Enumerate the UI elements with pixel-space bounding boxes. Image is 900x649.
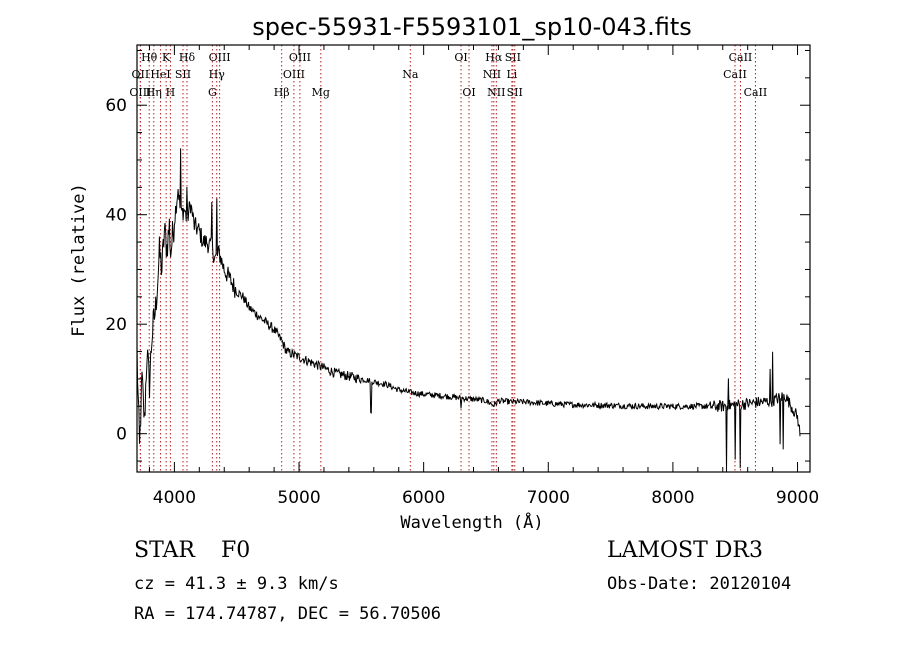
survey-name: LAMOST DR3 bbox=[607, 538, 763, 563]
line-label-25: CaII bbox=[729, 51, 753, 64]
x-axis: 4000 5000 6000 7000 8000 9000 bbox=[148, 45, 819, 508]
line-label-27: CaII bbox=[744, 86, 768, 99]
line-label-9: OIII bbox=[209, 51, 231, 64]
object-class: STAR bbox=[134, 538, 195, 563]
line-label-11: G bbox=[208, 86, 217, 99]
object-classification: STAR F0 bbox=[134, 538, 250, 563]
line-label-2: OIII bbox=[129, 86, 151, 99]
line-label-14: Hβ bbox=[274, 86, 290, 99]
spectrum-series bbox=[136, 148, 801, 473]
line-label-7: H bbox=[166, 86, 176, 99]
line-label-12: OIII bbox=[289, 51, 311, 64]
object-subclass: F0 bbox=[221, 538, 251, 563]
x-tick-label: 9000 bbox=[776, 488, 819, 508]
line-label-17: OI bbox=[454, 51, 467, 64]
x-tick-label: 7000 bbox=[527, 488, 570, 508]
line-label-22: Li bbox=[506, 68, 517, 81]
spectrum-line bbox=[136, 148, 801, 473]
line-label-19: Hα bbox=[485, 51, 503, 64]
x-axis-label: Wavelength (Å) bbox=[400, 511, 543, 533]
x-tick-label: 4000 bbox=[153, 488, 196, 508]
line-label-5: Hη bbox=[146, 86, 162, 99]
y-axis: 0 20 40 60 bbox=[105, 49, 810, 462]
x-tick-label: 6000 bbox=[402, 488, 445, 508]
line-label-13: OIII bbox=[283, 68, 305, 81]
y-tick-label: 60 bbox=[105, 96, 127, 116]
line-label-23: NII bbox=[487, 86, 505, 99]
y-tick-label: 0 bbox=[116, 425, 127, 445]
line-label-20: SII bbox=[505, 51, 521, 64]
x-tick-label: 8000 bbox=[651, 488, 694, 508]
line-label-0: Hθ bbox=[141, 51, 158, 64]
ra-dec-coordinates: RA = 174.74787, DEC = 56.70506 bbox=[134, 604, 442, 624]
observation-date: Obs-Date: 20120104 bbox=[607, 574, 792, 594]
line-label-8: Hδ bbox=[179, 51, 196, 64]
line-label-4: HeI bbox=[150, 68, 170, 81]
line-label-21: NII bbox=[483, 68, 501, 81]
line-label-26: CaII bbox=[723, 68, 747, 81]
line-label-3: K bbox=[162, 51, 171, 64]
y-tick-label: 40 bbox=[105, 206, 127, 226]
line-label-6: SII bbox=[175, 68, 191, 81]
chart-title: spec-55931-F5593101_sp10-043.fits bbox=[252, 13, 691, 41]
x-tick-label: 5000 bbox=[277, 488, 320, 508]
line-label-24: SII bbox=[507, 86, 523, 99]
plot-frame bbox=[136, 44, 811, 473]
redshift-cz: cz = 41.3 ± 9.3 km/s bbox=[134, 574, 339, 594]
line-label-10: Hγ bbox=[209, 68, 226, 81]
y-tick-label: 20 bbox=[105, 315, 127, 335]
line-label-16: Na bbox=[402, 68, 419, 81]
y-axis-label: Flux (relative) bbox=[69, 183, 89, 337]
line-label-18: OI bbox=[462, 86, 475, 99]
line-label-15: Mg bbox=[312, 86, 330, 99]
